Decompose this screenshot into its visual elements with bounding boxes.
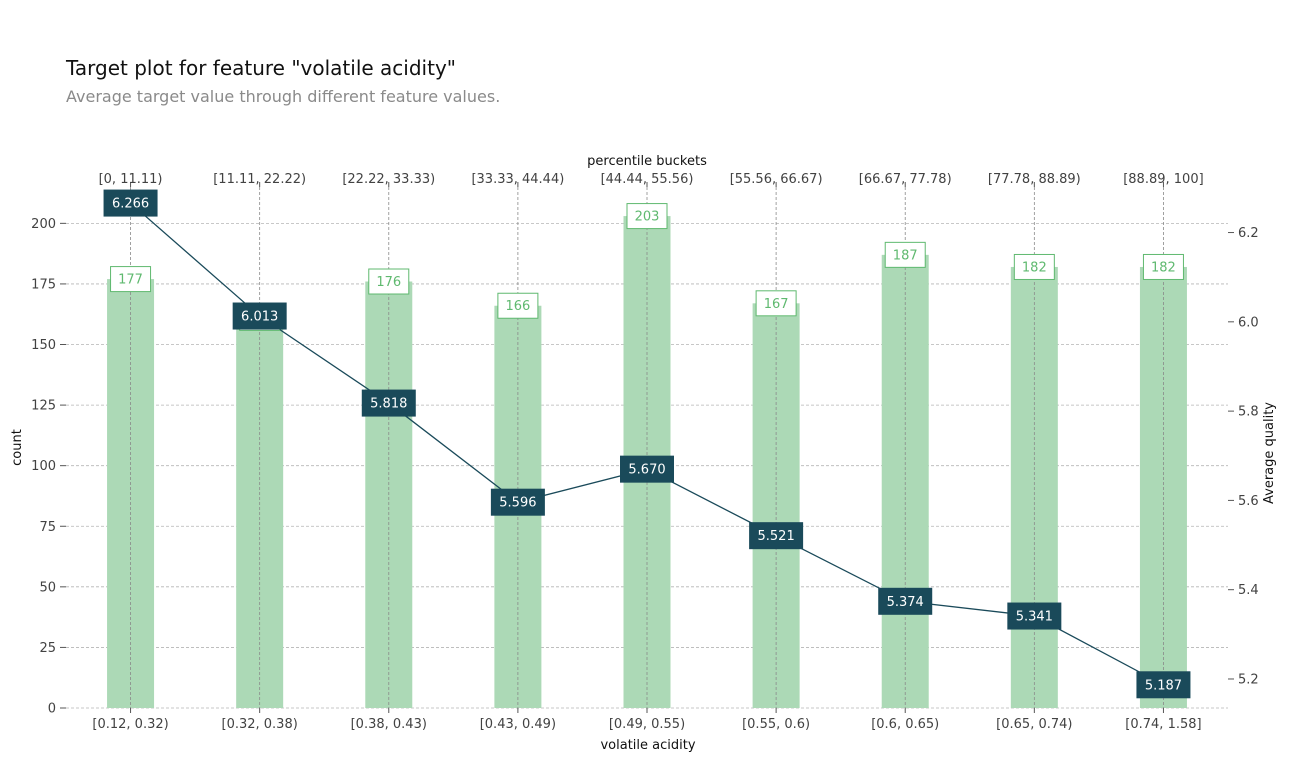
data-labels: 1771611761662031671871821826.2666.0135.8… (103, 189, 1191, 699)
count-label: 177 (118, 273, 143, 288)
y2-tick-label: 5.8 (1238, 405, 1259, 420)
count-label-box (884, 241, 926, 268)
y2-tick-label: 6.0 (1238, 315, 1259, 330)
average-label-box (749, 522, 804, 550)
chart-subtitle: Average target value through different f… (66, 87, 501, 106)
average-label: 5.374 (887, 595, 924, 610)
average-label-box (1136, 671, 1191, 699)
x-tick-label: [0.55, 0.6) (742, 717, 810, 732)
y-tick-label: 100 (31, 459, 56, 474)
y-tick-label: 50 (39, 580, 56, 595)
count-label: 187 (893, 248, 918, 263)
average-label-box (620, 455, 674, 483)
x-tick-label: [0.32, 0.38) (222, 717, 298, 732)
count-bar (752, 303, 800, 708)
average-label: 5.818 (370, 397, 407, 412)
top-tick-label: [0, 11.11) (99, 172, 163, 187)
y-axis-label: count (10, 429, 25, 466)
top-tick-label: [33.33, 44.44) (471, 172, 564, 187)
count-label-box (1013, 253, 1055, 280)
y-tick-label: 0 (48, 702, 56, 717)
axes: 0 25 50 75 100 125 150 175 200 5.2 5.4 5.6 5.8 6.0 6.2… (10, 154, 1277, 753)
count-label: 182 (1022, 260, 1047, 275)
y-tick-label: 150 (31, 338, 56, 353)
y-tick-label: 175 (31, 277, 56, 292)
x-tick-label: [0.12, 0.32) (92, 717, 168, 732)
top-tick-label: [66.67, 77.78) (859, 172, 952, 187)
top-tick-label: [77.78, 88.89) (988, 172, 1081, 187)
x-tick-label: [0.6, 0.65) (871, 717, 939, 732)
average-label-box (878, 587, 933, 615)
average-label: 5.596 (499, 496, 536, 511)
average-label-box (103, 189, 158, 217)
average-label: 6.013 (241, 310, 278, 325)
top-tick-label: [88.89, 100] (1123, 172, 1203, 187)
count-label-box (626, 203, 668, 230)
count-label-box (497, 292, 539, 319)
y2-axis-label: Average quality (1262, 402, 1277, 504)
count-label: 182 (1151, 260, 1176, 275)
y-tick-label: 75 (39, 520, 56, 535)
x-tick-label: [0.49, 0.55) (609, 717, 685, 732)
count-label: 167 (764, 297, 789, 312)
top-tick-label: [44.44, 55.56) (601, 172, 694, 187)
count-label: 203 (635, 210, 660, 225)
average-label-box (232, 302, 287, 330)
average-label-box (490, 488, 545, 516)
top-tick-label: [22.22, 33.33) (342, 172, 435, 187)
count-label-box (755, 290, 797, 317)
x-axis-label: volatile acidity (600, 738, 695, 753)
average-label-box (1007, 602, 1062, 630)
average-label: 5.341 (1016, 610, 1053, 625)
top-tick-label: [55.56, 66.67) (730, 172, 823, 187)
x-tick-label: [0.65, 0.74) (996, 717, 1072, 732)
y2-tick-label: 5.6 (1238, 494, 1259, 509)
average-label-box (361, 389, 416, 417)
x-tick-label: [0.38, 0.43) (351, 717, 427, 732)
count-label: 166 (505, 299, 530, 314)
count-label-box (110, 266, 152, 293)
y-tick-label: 125 (31, 399, 56, 414)
count-label: 176 (376, 275, 401, 290)
chart-title: Target plot for feature "volatile acidit… (66, 56, 456, 80)
top-axis-label: percentile buckets (587, 154, 707, 169)
average-label: 5.670 (628, 463, 665, 478)
x-tick-label: [0.43, 0.49) (480, 717, 556, 732)
y2-tick-label: 5.2 (1238, 672, 1259, 687)
count-label-box (368, 268, 410, 295)
average-label: 5.187 (1145, 678, 1182, 693)
top-tick-label: [11.11, 22.22) (213, 172, 306, 187)
y-tick-label: 25 (39, 641, 56, 656)
count-label-box (1142, 253, 1184, 280)
y2-tick-label: 5.4 (1238, 583, 1259, 598)
average-label: 5.521 (758, 529, 795, 544)
average-label: 6.266 (112, 197, 149, 212)
y2-tick-label: 6.2 (1238, 226, 1259, 241)
x-tick-label: [0.74, 1.58] (1125, 717, 1201, 732)
y-tick-label: 200 (31, 217, 56, 232)
